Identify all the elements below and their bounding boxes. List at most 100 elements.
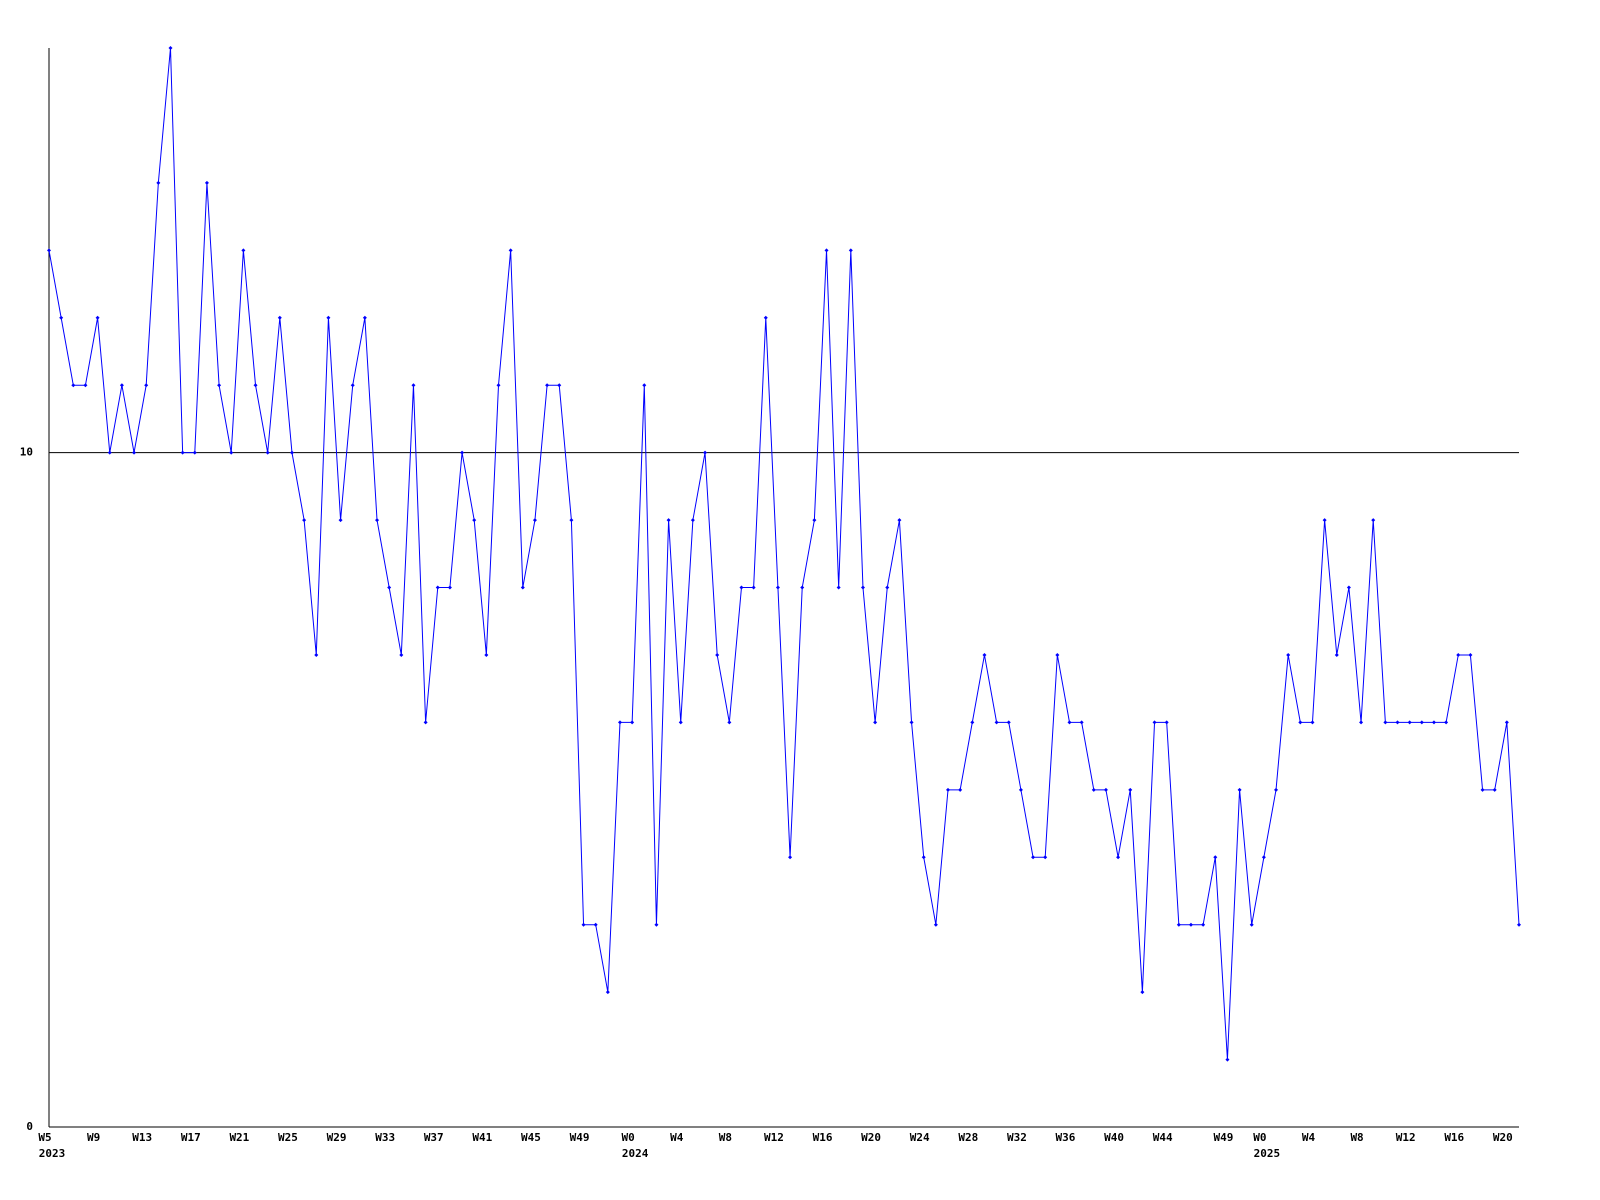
data-point: [1480, 787, 1485, 792]
year-label: 2025: [1254, 1147, 1281, 1160]
x-tick-label: W9: [87, 1131, 100, 1144]
data-point: [532, 518, 537, 523]
data-point: [1079, 720, 1084, 725]
data-point: [83, 383, 88, 388]
data-point: [946, 787, 951, 792]
data-point: [727, 720, 732, 725]
data-point: [642, 383, 647, 388]
x-tick-label: W20: [861, 1131, 881, 1144]
data-point: [302, 518, 307, 523]
data-point: [204, 180, 209, 185]
data-point: [1237, 787, 1242, 792]
data-point: [289, 450, 294, 455]
data-point: [1468, 652, 1473, 657]
x-tick-label: W32: [1007, 1131, 1027, 1144]
x-tick-label: W49: [1213, 1131, 1233, 1144]
data-point: [1140, 990, 1145, 995]
x-tick-label: W8: [719, 1131, 732, 1144]
year-label: 2023: [39, 1147, 66, 1160]
x-tick-label: W45: [521, 1131, 541, 1144]
data-point: [812, 518, 817, 523]
data-point: [1419, 720, 1424, 725]
data-point: [885, 585, 890, 590]
data-point: [520, 585, 525, 590]
data-point: [387, 585, 392, 590]
data-point: [1371, 518, 1376, 523]
data-point: [1091, 787, 1096, 792]
data-point: [921, 855, 926, 860]
x-tick-label: W25: [278, 1131, 298, 1144]
x-tick-label: W4: [1302, 1131, 1316, 1144]
data-point: [399, 652, 404, 657]
data-point: [435, 585, 440, 590]
x-tick-label: W21: [229, 1131, 249, 1144]
x-tick-label: W49: [570, 1131, 590, 1144]
data-point: [836, 585, 841, 590]
data-point: [1031, 855, 1036, 860]
data-point: [350, 383, 355, 388]
data-point: [326, 315, 331, 320]
data-point: [1504, 720, 1509, 725]
data-point: [229, 450, 234, 455]
x-tick-label: W28: [958, 1131, 978, 1144]
data-point: [1103, 787, 1108, 792]
data-point: [1492, 787, 1497, 792]
data-point: [423, 720, 428, 725]
x-tick-label: W13: [132, 1131, 152, 1144]
x-tick-label: W24: [910, 1131, 930, 1144]
x-tick-label: W40: [1104, 1131, 1124, 1144]
data-point: [168, 46, 173, 50]
x-tick-label: W29: [327, 1131, 347, 1144]
data-point: [630, 720, 635, 725]
data-point: [460, 450, 465, 455]
data-point: [1407, 720, 1412, 725]
data-point: [253, 383, 258, 388]
data-point: [557, 383, 562, 388]
y-tick-label: 0: [26, 1120, 33, 1133]
data-point: [593, 922, 598, 927]
x-tick-label: W0: [1253, 1131, 1266, 1144]
data-point: [496, 383, 501, 388]
data-point: [180, 450, 185, 455]
data-point: [1116, 855, 1121, 860]
x-tick-label: W5: [38, 1131, 51, 1144]
data-point: [1261, 855, 1266, 860]
data-point: [1055, 652, 1060, 657]
x-tick-label: W36: [1056, 1131, 1076, 1144]
data-point: [860, 585, 865, 590]
data-point: [1456, 652, 1461, 657]
data-point: [824, 248, 829, 253]
data-point: [338, 518, 343, 523]
data-point: [1128, 787, 1133, 792]
data-point: [1274, 787, 1279, 792]
data-point: [132, 450, 137, 455]
data-point: [569, 518, 574, 523]
data-point: [59, 315, 64, 320]
data-point: [958, 787, 963, 792]
data-point: [933, 922, 938, 927]
data-point: [144, 383, 149, 388]
data-point: [690, 518, 695, 523]
data-point: [1322, 518, 1327, 523]
data-point: [715, 652, 720, 657]
data-point: [1067, 720, 1072, 725]
data-point: [362, 315, 367, 320]
data-point: [751, 585, 756, 590]
x-tick-label: W17: [181, 1131, 201, 1144]
data-point: [703, 450, 708, 455]
x-tick-label: W0: [622, 1131, 635, 1144]
data-point: [654, 922, 659, 927]
data-point: [1444, 720, 1449, 725]
data-point: [314, 652, 319, 657]
data-point: [545, 383, 550, 388]
x-tick-label: W33: [375, 1131, 395, 1144]
data-point: [994, 720, 999, 725]
data-point: [277, 315, 282, 320]
data-point: [508, 248, 513, 253]
data-point: [1286, 652, 1291, 657]
data-point: [192, 450, 197, 455]
data-point: [1334, 652, 1339, 657]
data-point: [605, 990, 610, 995]
data-point: [1249, 922, 1254, 927]
data-point: [909, 720, 914, 725]
